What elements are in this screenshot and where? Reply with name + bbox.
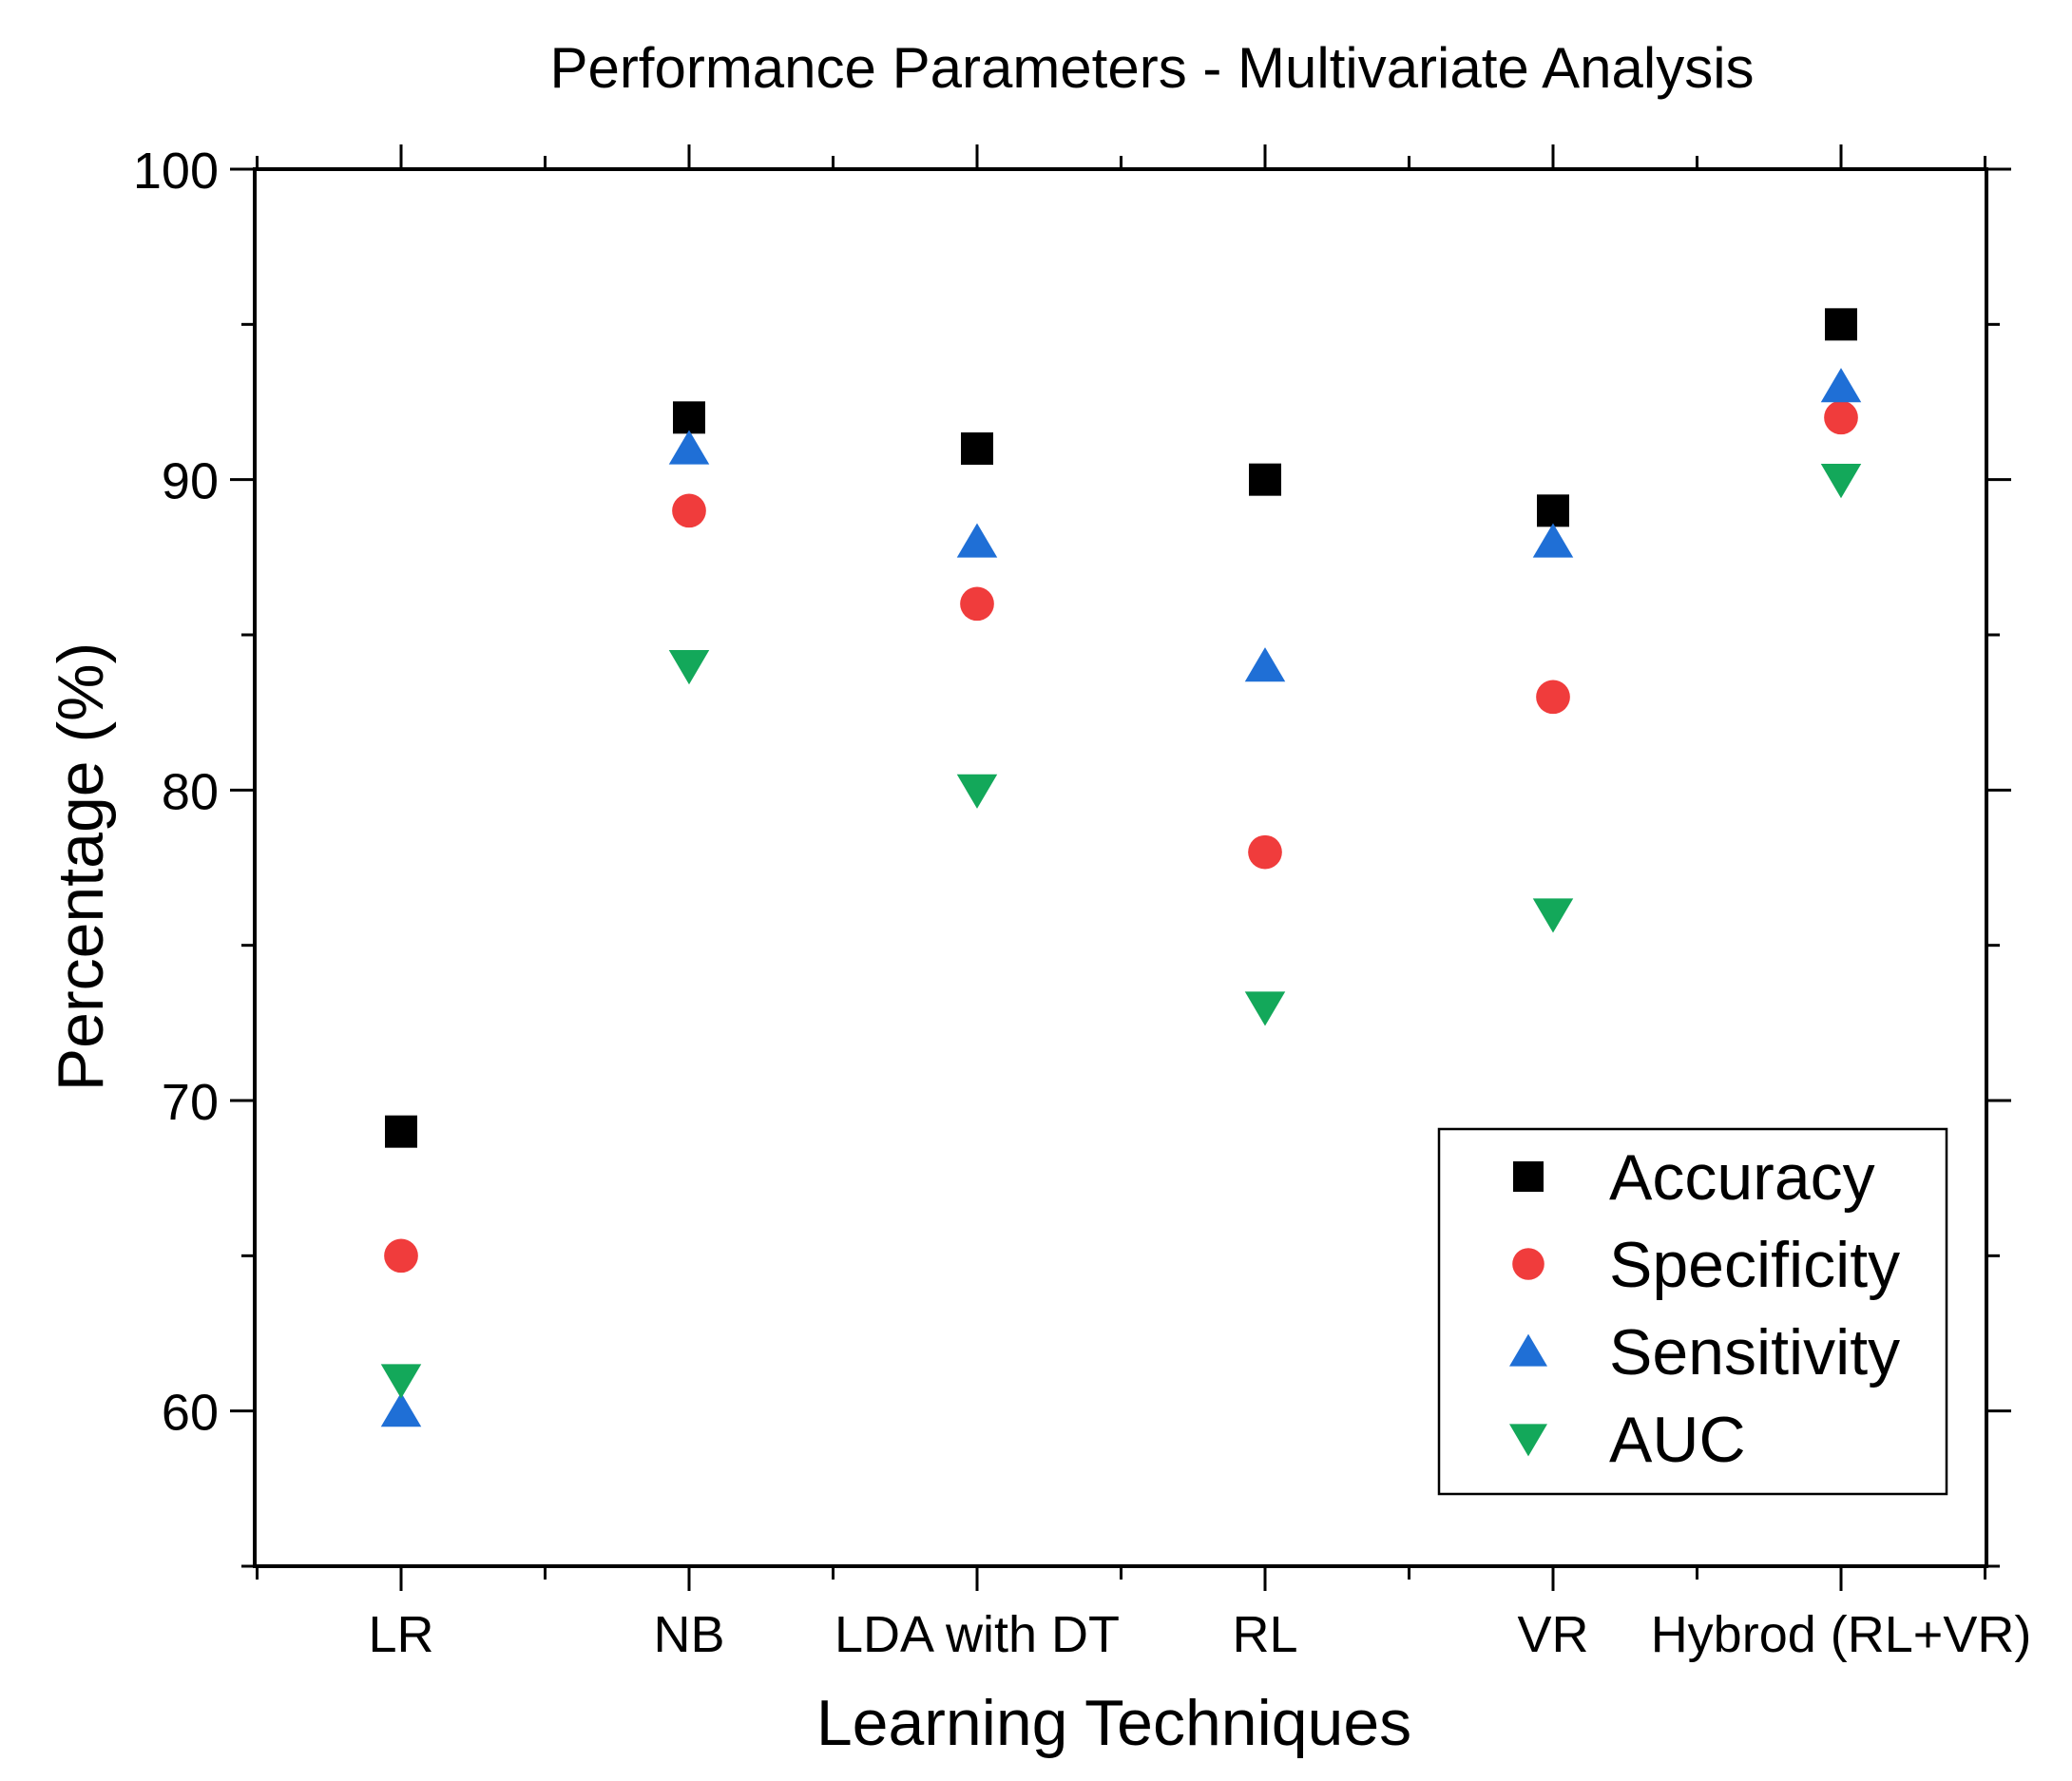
marker-auc	[1244, 991, 1286, 1026]
legend: Accuracy Specificity Sensitivity AUC	[1437, 1127, 1948, 1496]
x-tick-label: Hybrod (RL+VR)	[1651, 1606, 2032, 1663]
marker-sensitivity	[1244, 647, 1286, 682]
marker-sensitivity	[1820, 368, 1862, 403]
legend-label-sensitivity: Sensitivity	[1609, 1316, 1900, 1388]
marker-accuracy	[1825, 308, 1857, 341]
legend-label-auc: AUC	[1609, 1404, 1746, 1476]
marker-auc	[956, 774, 998, 809]
marker-auc	[668, 650, 710, 685]
marker-specificity	[1536, 680, 1570, 715]
marker-sensitivity	[956, 523, 998, 558]
legend-marker-sensitivity	[1509, 1333, 1547, 1367]
marker-auc	[380, 1364, 422, 1399]
marker-accuracy	[1249, 463, 1281, 496]
marker-auc	[1532, 898, 1574, 933]
x-tick-label: LR	[368, 1606, 433, 1663]
legend-marker-accuracy	[1513, 1161, 1544, 1192]
y-tick-label: 90	[162, 453, 219, 510]
marker-accuracy	[1537, 494, 1569, 527]
y-tick-label: 60	[162, 1385, 219, 1442]
marker-sensitivity	[1532, 523, 1574, 558]
marker-accuracy	[385, 1115, 417, 1148]
marker-specificity	[960, 586, 994, 622]
marker-accuracy	[961, 432, 993, 465]
x-tick-label: NB	[653, 1606, 724, 1663]
x-tick-label: LDA with DT	[835, 1606, 1120, 1663]
y-axis: 60 70 80 90 100	[133, 143, 2011, 1568]
y-tick-label: 100	[133, 143, 219, 200]
marker-specificity	[1248, 834, 1282, 870]
marker-specificity	[1824, 400, 1858, 435]
data-markers	[380, 308, 1862, 1427]
chart-title: Performance Parameters - Multivariate An…	[549, 36, 1754, 100]
x-axis-label: Learning Techniques	[816, 1687, 1411, 1759]
marker-specificity	[384, 1238, 418, 1274]
marker-specificity	[672, 493, 706, 528]
y-tick-label: 80	[162, 763, 219, 820]
x-tick-label: RL	[1232, 1606, 1297, 1663]
marker-sensitivity	[668, 430, 710, 465]
legend-marker-specificity	[1512, 1248, 1544, 1280]
y-tick-label: 70	[162, 1074, 219, 1131]
marker-accuracy	[673, 401, 705, 434]
x-axis: LR NB LDA with DT RL VR Hybrod (RL+VR)	[256, 144, 2032, 1663]
legend-marker-auc	[1509, 1424, 1547, 1457]
marker-sensitivity	[380, 1392, 422, 1427]
y-axis-label: Percentage (%)	[45, 642, 117, 1091]
legend-label-accuracy: Accuracy	[1609, 1141, 1875, 1214]
marker-auc	[1820, 464, 1862, 499]
legend-label-specificity: Specificity	[1609, 1229, 1900, 1301]
x-tick-label: VR	[1517, 1606, 1588, 1663]
